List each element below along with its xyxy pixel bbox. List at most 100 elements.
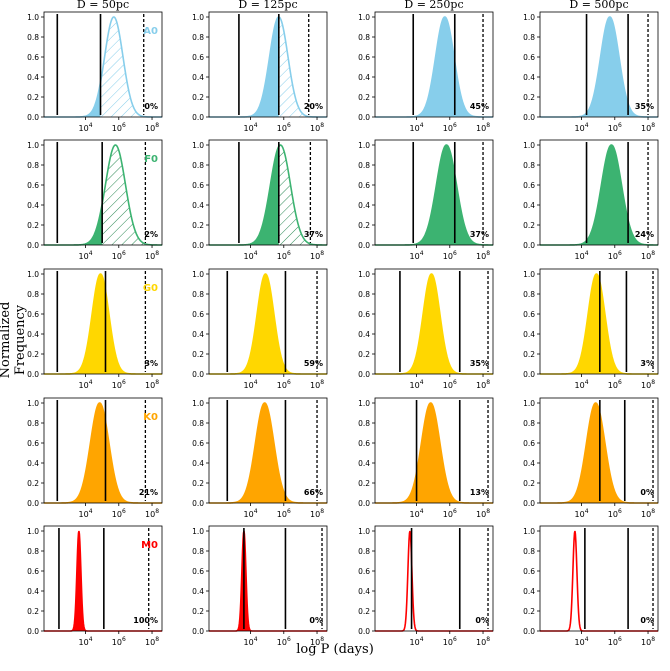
percent-label: 66%: [304, 488, 323, 497]
x-tick-label: 108: [476, 508, 490, 519]
x-tick-label: 108: [310, 250, 324, 261]
axes-frame: [539, 11, 659, 118]
y-tick-label: 0.4: [523, 587, 535, 596]
y-tick-label: 0.6: [523, 310, 535, 319]
y-tick-label: 0.8: [192, 547, 204, 556]
x-tick-label: 108: [145, 508, 159, 519]
y-tick-label: 0.0: [192, 499, 204, 508]
y-tick-label: 0.6: [192, 53, 204, 62]
y-tick-label: 0.6: [523, 439, 535, 448]
y-tick-label: 0.0: [27, 370, 39, 379]
y-tick-label: 0.8: [523, 33, 535, 42]
x-tick-label: 104: [79, 250, 93, 261]
percent-label: 3%: [144, 359, 158, 368]
y-tick-label: 0.0: [27, 627, 39, 636]
y-tick-label: 0.2: [523, 607, 535, 616]
x-tick-label: 108: [641, 250, 655, 261]
percent-label: 24%: [635, 230, 654, 239]
x-tick-label: 108: [310, 508, 324, 519]
distribution-fill: [57, 82, 101, 117]
x-tick-label: 106: [608, 122, 622, 133]
y-tick-label: 0.0: [523, 370, 535, 379]
percent-label: 37%: [470, 230, 489, 239]
y-tick-label: 0.8: [358, 33, 370, 42]
y-tick-label: 0.4: [192, 330, 204, 339]
y-tick-label: 0.4: [358, 73, 370, 82]
column-title: D = 500pc: [569, 0, 628, 11]
x-tick-label: 104: [79, 379, 93, 390]
x-tick-label: 106: [443, 636, 457, 647]
x-tick-label: 104: [410, 250, 424, 261]
x-tick-label: 104: [410, 379, 424, 390]
y-tick-label: 0.2: [523, 350, 535, 359]
axes-frame: [539, 397, 659, 504]
y-tick-label: 1.0: [192, 13, 204, 22]
y-tick-label: 0.8: [358, 547, 370, 556]
x-tick-label: 104: [244, 379, 258, 390]
x-tick-label: 104: [575, 122, 589, 133]
distribution-fill: [540, 403, 658, 503]
panel-K0-1: 0.0 0.2 0.4 0.6 0.8 1.0 104 106 108 66%: [192, 397, 328, 519]
y-tick-label: 0.2: [358, 607, 370, 616]
x-tick-label: 106: [608, 636, 622, 647]
distribution-hatch: [278, 17, 327, 117]
axes-frame: [208, 397, 328, 504]
y-tick-label: 0.4: [523, 201, 535, 210]
axes-frame: [539, 525, 659, 632]
y-tick-label: 0.2: [523, 479, 535, 488]
y-tick-label: 0.4: [27, 587, 39, 596]
y-tick-label: 0.6: [523, 53, 535, 62]
y-tick-label: 1.0: [192, 399, 204, 408]
x-tick-label: 104: [244, 508, 258, 519]
x-tick-label: 104: [244, 636, 258, 647]
distribution-fill: [238, 146, 279, 245]
y-tick-label: 0.4: [523, 73, 535, 82]
distribution-hatch: [100, 17, 162, 117]
y-tick-label: 0.0: [523, 499, 535, 508]
y-tick-label: 0.8: [192, 33, 204, 42]
distribution-fill: [375, 403, 493, 503]
y-tick-label: 1.0: [192, 141, 204, 150]
percent-label: 13%: [470, 488, 489, 497]
y-tick-label: 0.6: [27, 181, 39, 190]
x-tick-label: 108: [476, 122, 490, 133]
panel-G0-0: 0.0 0.2 0.4 0.6 0.8 1.0 104 106 108 3% G0: [27, 268, 163, 390]
axes-frame: [43, 11, 163, 118]
spectral-type-label: K0: [143, 412, 158, 423]
x-tick-label: 108: [476, 379, 490, 390]
y-tick-label: 0.4: [523, 459, 535, 468]
panel-F0-1: 0.0 0.2 0.4 0.6 0.8 1.0 104 106 108 37%: [192, 139, 328, 261]
distribution-fill: [375, 17, 493, 117]
panel-G0-2: 0.0 0.2 0.4 0.6 0.8 1.0 104 106 108 35%: [358, 268, 494, 390]
distribution-fill: [375, 145, 493, 245]
y-tick-label: 0.4: [358, 587, 370, 596]
x-tick-label: 106: [112, 379, 126, 390]
y-tick-label: 1.0: [27, 399, 39, 408]
panel-A0-0: 0.0 0.2 0.4 0.6 0.8 1.0 104 106 108 0% A0: [27, 11, 163, 133]
spectral-type-label: G0: [143, 283, 158, 294]
distribution-hatch: [102, 145, 162, 245]
spectral-type-label: M0: [141, 540, 158, 551]
y-tick-label: 0.0: [27, 241, 39, 250]
distribution-fill: [540, 17, 658, 117]
y-tick-label: 0.4: [27, 73, 39, 82]
y-tick-label: 0.4: [358, 459, 370, 468]
y-tick-label: 0.6: [358, 567, 370, 576]
x-tick-label: 106: [277, 250, 291, 261]
y-tick-label: 0.0: [523, 241, 535, 250]
y-tick-label: 0.0: [358, 627, 370, 636]
y-tick-label: 0.8: [27, 33, 39, 42]
y-tick-label: 0.2: [192, 350, 204, 359]
percent-label: 20%: [304, 102, 323, 111]
x-tick-label: 104: [410, 636, 424, 647]
y-tick-label: 0.8: [27, 419, 39, 428]
axes-frame: [208, 268, 328, 375]
y-tick-label: 0.2: [523, 221, 535, 230]
axes-frame: [208, 11, 328, 118]
y-tick-label: 0.4: [27, 201, 39, 210]
x-tick-label: 106: [443, 250, 457, 261]
x-tick-label: 108: [641, 508, 655, 519]
x-tick-label: 106: [608, 508, 622, 519]
y-tick-label: 0.4: [27, 330, 39, 339]
